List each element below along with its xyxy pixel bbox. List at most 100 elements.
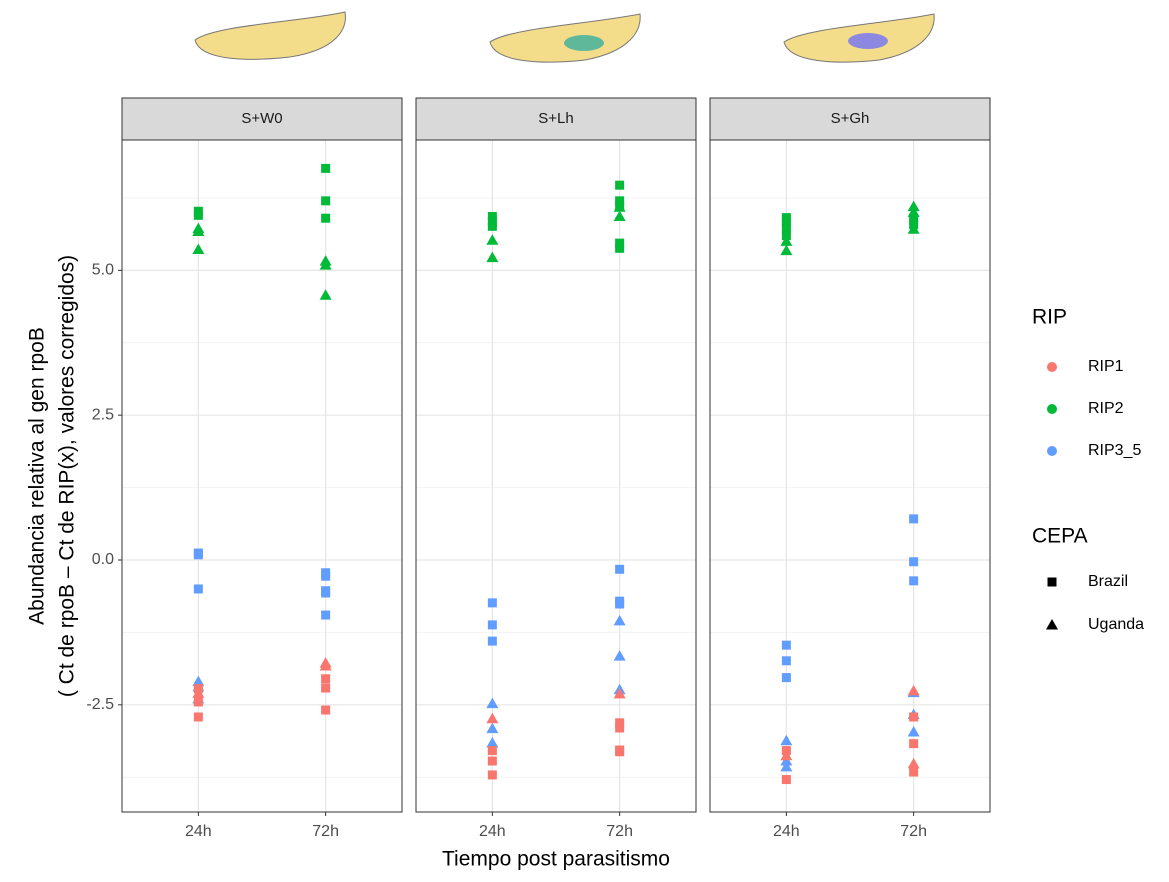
point xyxy=(613,201,626,212)
point xyxy=(321,610,331,620)
point xyxy=(487,211,497,221)
point xyxy=(781,213,791,223)
illustration xyxy=(194,11,935,63)
y-tick-label: 5.0 xyxy=(92,262,114,279)
legend-label: RIP2 xyxy=(1088,400,1124,417)
point xyxy=(193,697,203,707)
panel xyxy=(710,140,990,812)
point xyxy=(486,712,499,724)
panel-border xyxy=(121,139,403,813)
point xyxy=(907,206,920,217)
point xyxy=(615,238,625,248)
legend-swatch xyxy=(1047,446,1057,456)
point xyxy=(909,739,919,749)
point xyxy=(319,289,332,300)
point xyxy=(613,614,626,626)
point xyxy=(781,775,791,785)
legend-label: RIP1 xyxy=(1088,358,1124,375)
point xyxy=(615,718,625,728)
facet-title: S+Gh xyxy=(831,110,870,127)
strip xyxy=(709,97,991,141)
legend-swatch xyxy=(1047,362,1057,372)
point xyxy=(319,259,332,270)
panel xyxy=(122,140,402,812)
legend-label: RIP3_5 xyxy=(1088,442,1141,459)
point xyxy=(781,224,791,234)
x-tick-label: 24h xyxy=(479,823,506,840)
legend-label: Uganda xyxy=(1088,616,1144,633)
point xyxy=(780,760,793,772)
point xyxy=(487,221,497,231)
point xyxy=(486,722,499,734)
point xyxy=(907,200,920,212)
facet-title: S+Lh xyxy=(538,110,573,127)
point xyxy=(319,660,332,671)
point xyxy=(909,557,919,567)
point xyxy=(487,756,497,766)
point xyxy=(909,213,919,223)
point xyxy=(907,223,920,234)
point xyxy=(907,726,920,737)
point xyxy=(615,599,625,609)
point xyxy=(615,196,625,206)
y-tick-label: -2.5 xyxy=(86,696,114,713)
panel xyxy=(416,140,696,812)
point xyxy=(321,586,331,596)
point xyxy=(613,687,626,699)
panel-border xyxy=(415,139,697,813)
facet-title: S+W0 xyxy=(241,110,282,127)
point xyxy=(193,584,203,594)
point xyxy=(192,243,205,254)
legend-swatch xyxy=(1047,404,1057,414)
point xyxy=(907,684,920,696)
point xyxy=(321,705,331,715)
legend-label: Brazil xyxy=(1088,573,1128,590)
y-tick-label: 2.5 xyxy=(92,406,114,423)
point xyxy=(781,217,791,227)
point xyxy=(613,210,626,221)
point xyxy=(192,225,205,237)
point xyxy=(321,683,331,693)
point xyxy=(486,234,499,245)
x-tick-label: 72h xyxy=(312,823,339,840)
point xyxy=(780,235,793,246)
point xyxy=(486,251,499,263)
y-axis-title: Abundancia relativa al gen rpoB xyxy=(26,327,49,625)
point xyxy=(321,163,331,173)
legend-title: RIP xyxy=(1032,306,1067,329)
y-axis-title: ( Ct de rpoB – Ct de RIP(x), valores cor… xyxy=(56,255,79,697)
point xyxy=(487,217,497,227)
point xyxy=(487,746,497,756)
point xyxy=(615,747,625,757)
point xyxy=(615,723,625,733)
legend-title: CEPA xyxy=(1032,525,1088,548)
legend-swatch xyxy=(1046,619,1058,630)
point xyxy=(487,620,497,630)
point xyxy=(781,673,791,683)
point xyxy=(487,770,497,780)
point xyxy=(909,767,919,777)
point xyxy=(193,712,203,722)
point xyxy=(486,697,499,709)
x-tick-label: 72h xyxy=(900,823,927,840)
x-tick-label: 24h xyxy=(185,823,212,840)
point xyxy=(321,196,331,206)
point xyxy=(487,636,497,646)
legend-swatch xyxy=(1047,577,1057,587)
point xyxy=(615,564,625,574)
point xyxy=(321,571,331,581)
x-tick-label: 24h xyxy=(773,823,800,840)
point xyxy=(781,640,791,650)
x-axis-title: Tiempo post parasitismo xyxy=(442,848,670,871)
point xyxy=(193,210,203,220)
point xyxy=(487,598,497,608)
strip xyxy=(121,97,403,141)
point xyxy=(909,576,919,586)
point xyxy=(613,650,626,661)
point xyxy=(907,757,920,769)
point xyxy=(321,213,331,223)
point xyxy=(615,180,625,190)
point xyxy=(615,243,625,253)
point xyxy=(909,514,919,524)
